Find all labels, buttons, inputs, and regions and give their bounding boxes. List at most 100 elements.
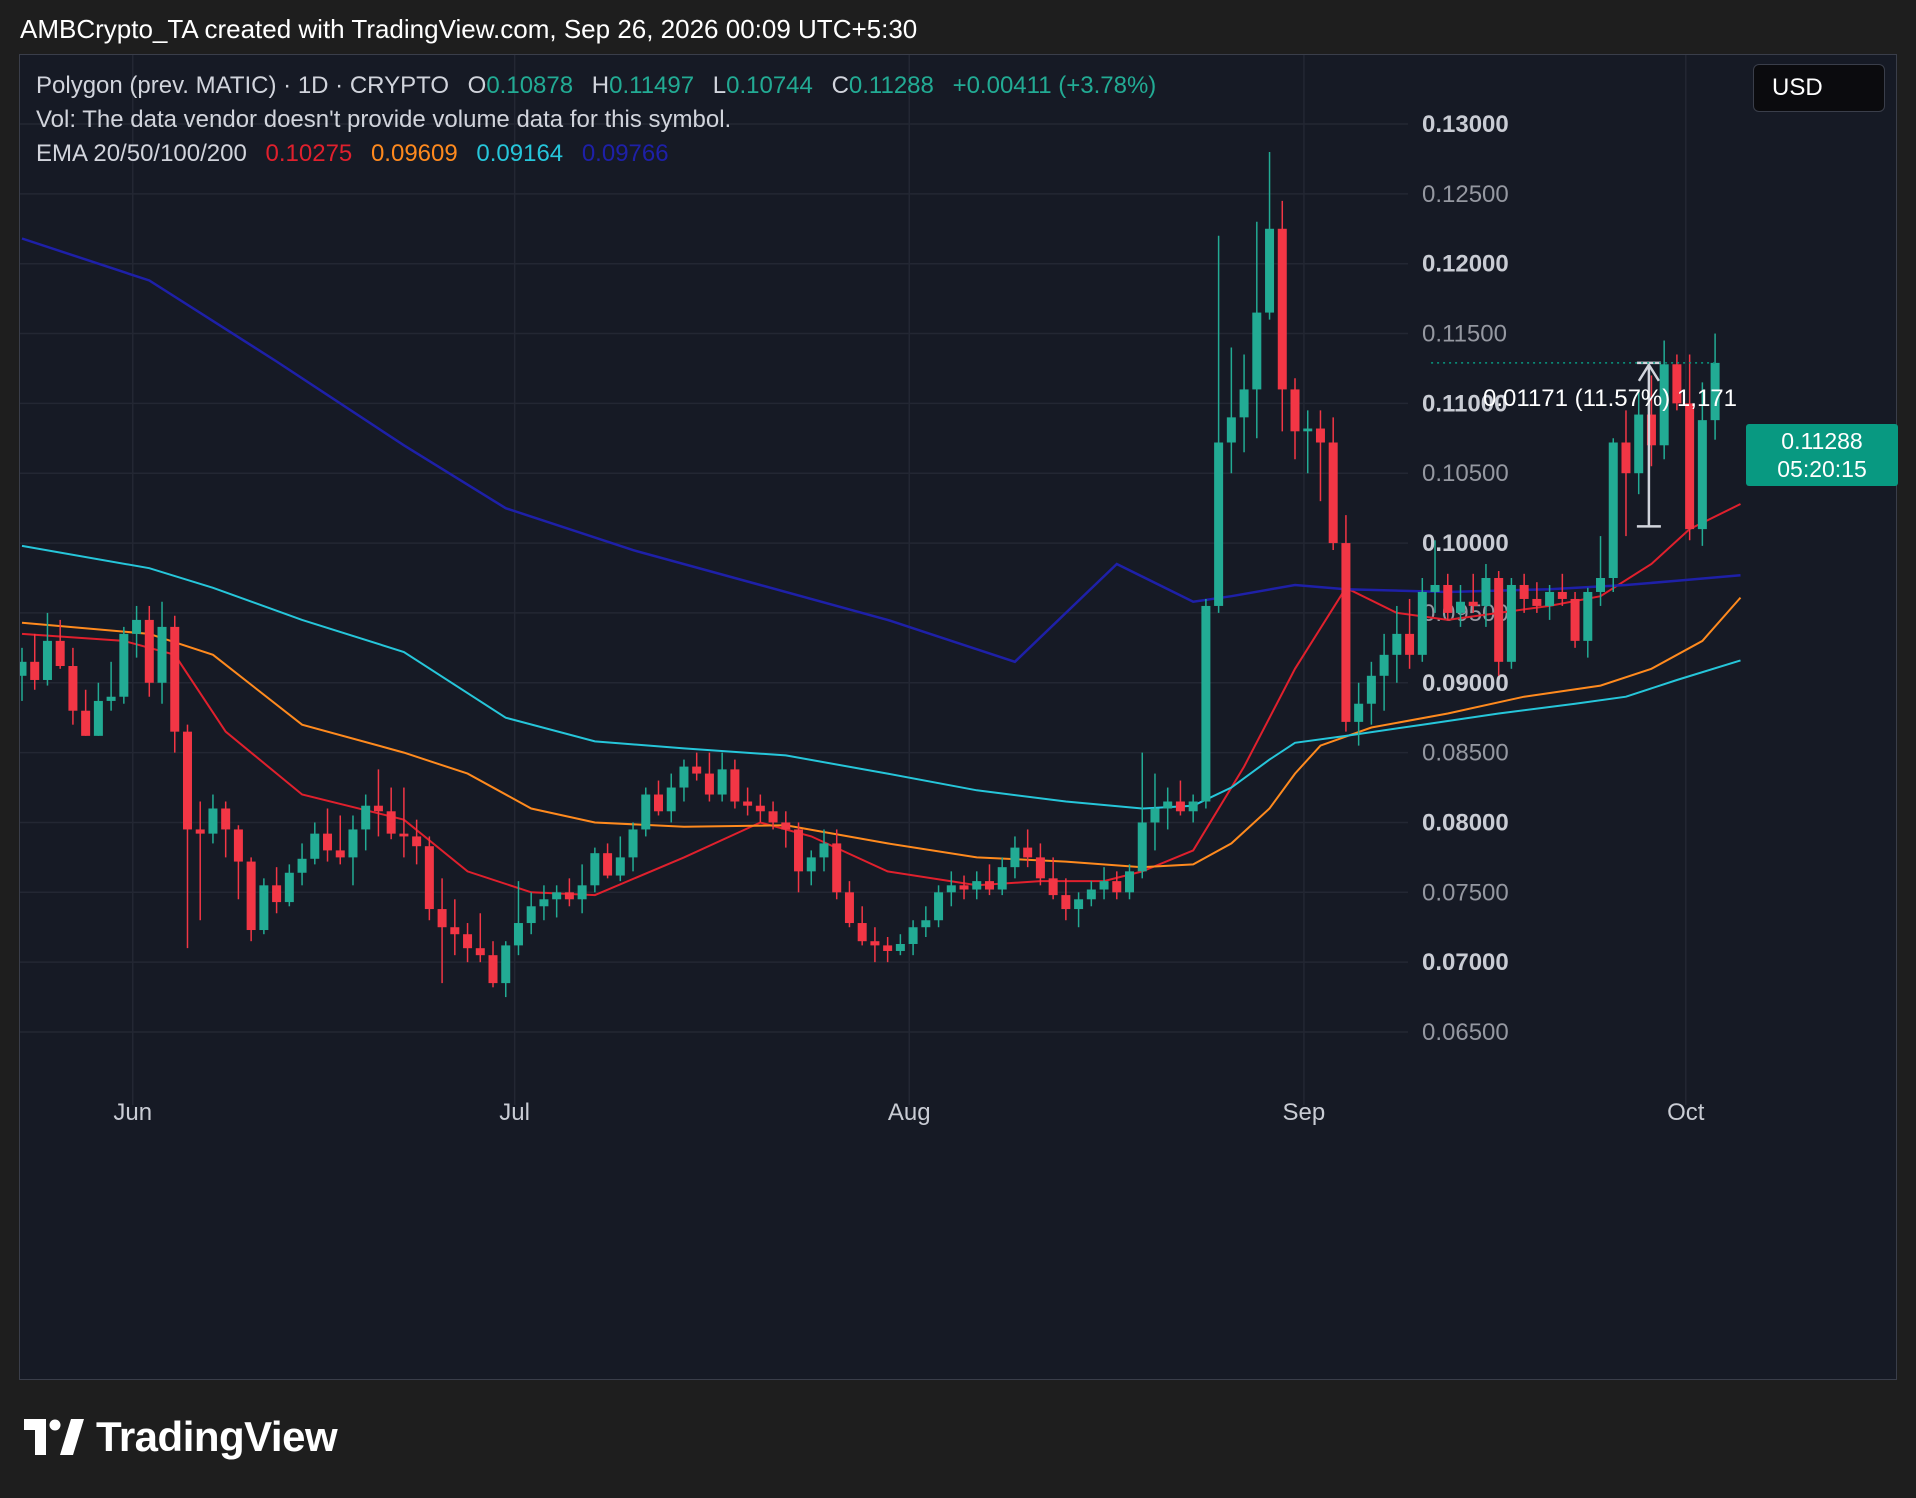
candle-body [819,843,829,858]
candle-body [30,661,40,680]
candle-body [781,822,791,830]
tradingview-logo-icon [24,1419,84,1455]
candle-body [1443,584,1453,613]
candle-down [1494,571,1504,676]
candle-body [93,700,103,736]
candle-body [132,619,142,634]
candle-body [335,850,345,858]
candle-down [437,878,447,984]
candle-body [195,829,205,834]
symbol-label[interactable]: Polygon (prev. MATIC) · 1D · CRYPTO [36,72,449,99]
candle-body [284,872,294,903]
tradingview-logo[interactable]: TradingView [24,1412,338,1462]
candle-body [1494,578,1504,662]
candle-body [297,858,307,873]
candle-body [1303,428,1313,432]
y-tick-label: 0.11500 [1422,321,1507,348]
candle-body [564,892,574,900]
candle-body [81,710,91,736]
candle-down [412,819,422,865]
candle-body [1277,228,1287,390]
candle-down [1672,354,1682,411]
candle-body [1125,871,1135,893]
candle-body [1035,857,1045,879]
candle-body [361,805,371,830]
candle-up [20,647,27,701]
candle-up [1366,661,1376,725]
candle-up [297,843,307,886]
candle-up [806,850,816,886]
candle-body [1112,881,1122,893]
candle-up [1239,354,1249,453]
price-chart[interactable]: 0.13000 0.12500 0.12000 0.11500 0.11000 0.105… [20,55,1896,1379]
candle-body [794,829,804,872]
candle-up [208,794,218,844]
candle-down [272,867,282,914]
candle-up [1697,382,1707,546]
candle-down [1112,871,1122,900]
candle-body [424,846,434,910]
candle-body [692,766,702,774]
candle-body [1341,543,1351,722]
candle-up [641,787,651,837]
candle-up [1137,752,1147,879]
candle-down [959,875,969,900]
candle-down [1468,573,1478,613]
y-tick-label: 0.07000 [1422,949,1509,976]
candle-down [195,801,205,921]
candle-down [399,787,409,858]
candle-down [246,857,256,942]
candle-up [997,857,1007,896]
candle-down [857,906,867,946]
candle-down [832,829,842,900]
candle-body [106,696,116,701]
candle-up [1074,892,1084,928]
chart-panel[interactable]: 0.13000 0.12500 0.12000 0.11500 0.11000 0.105… [19,54,1898,1380]
candle-body [806,857,816,872]
candle-body [984,881,994,890]
candle-body [182,731,192,830]
candle-body [1354,703,1364,722]
candle-body [1672,364,1682,404]
candle-down [1175,780,1185,816]
candle-body [1252,312,1262,390]
candle-down [30,633,40,690]
candle-body [1506,584,1516,662]
price-range-measure [1636,361,1661,528]
candle-down [475,913,485,963]
measure-arrowhead [1637,362,1660,382]
candle-body [144,619,154,683]
candle-body [1621,442,1631,474]
candle-up [1455,584,1465,627]
candle-down [463,923,473,963]
y-tick-label: 0.11000 [1422,390,1507,417]
candle-body [170,626,180,732]
candle-down [870,927,880,963]
candle-up [1226,347,1236,474]
candle-up [895,934,905,956]
candle-body [475,948,485,956]
candle-body [870,941,880,946]
candle-up [42,612,52,686]
change-value: +0.00411 (+3.78%) [952,72,1157,99]
currency-selector[interactable]: USD [1753,64,1885,112]
candle-up [284,864,294,907]
candle-body [310,833,320,859]
candle-up [1201,598,1211,809]
candle-body [1519,584,1529,599]
candle-up [93,682,103,736]
ohlc-row: Polygon (prev. MATIC) · 1D · CRYPTO O0.1… [36,69,1156,103]
candle-down [1532,582,1542,613]
candle-down [233,825,243,900]
candle-up [946,871,956,907]
high-value: 0.11497 [609,72,695,99]
candle-down [55,619,65,669]
candle-body [1710,362,1720,421]
candle-up [1188,794,1198,823]
candle-up [1214,235,1224,613]
candle-down [743,787,753,816]
candle-body [1685,403,1695,530]
candle-body [501,945,511,984]
y-tick-label: 0.13000 [1422,111,1509,138]
ema-label[interactable]: EMA 20/50/100/200 [36,140,247,167]
